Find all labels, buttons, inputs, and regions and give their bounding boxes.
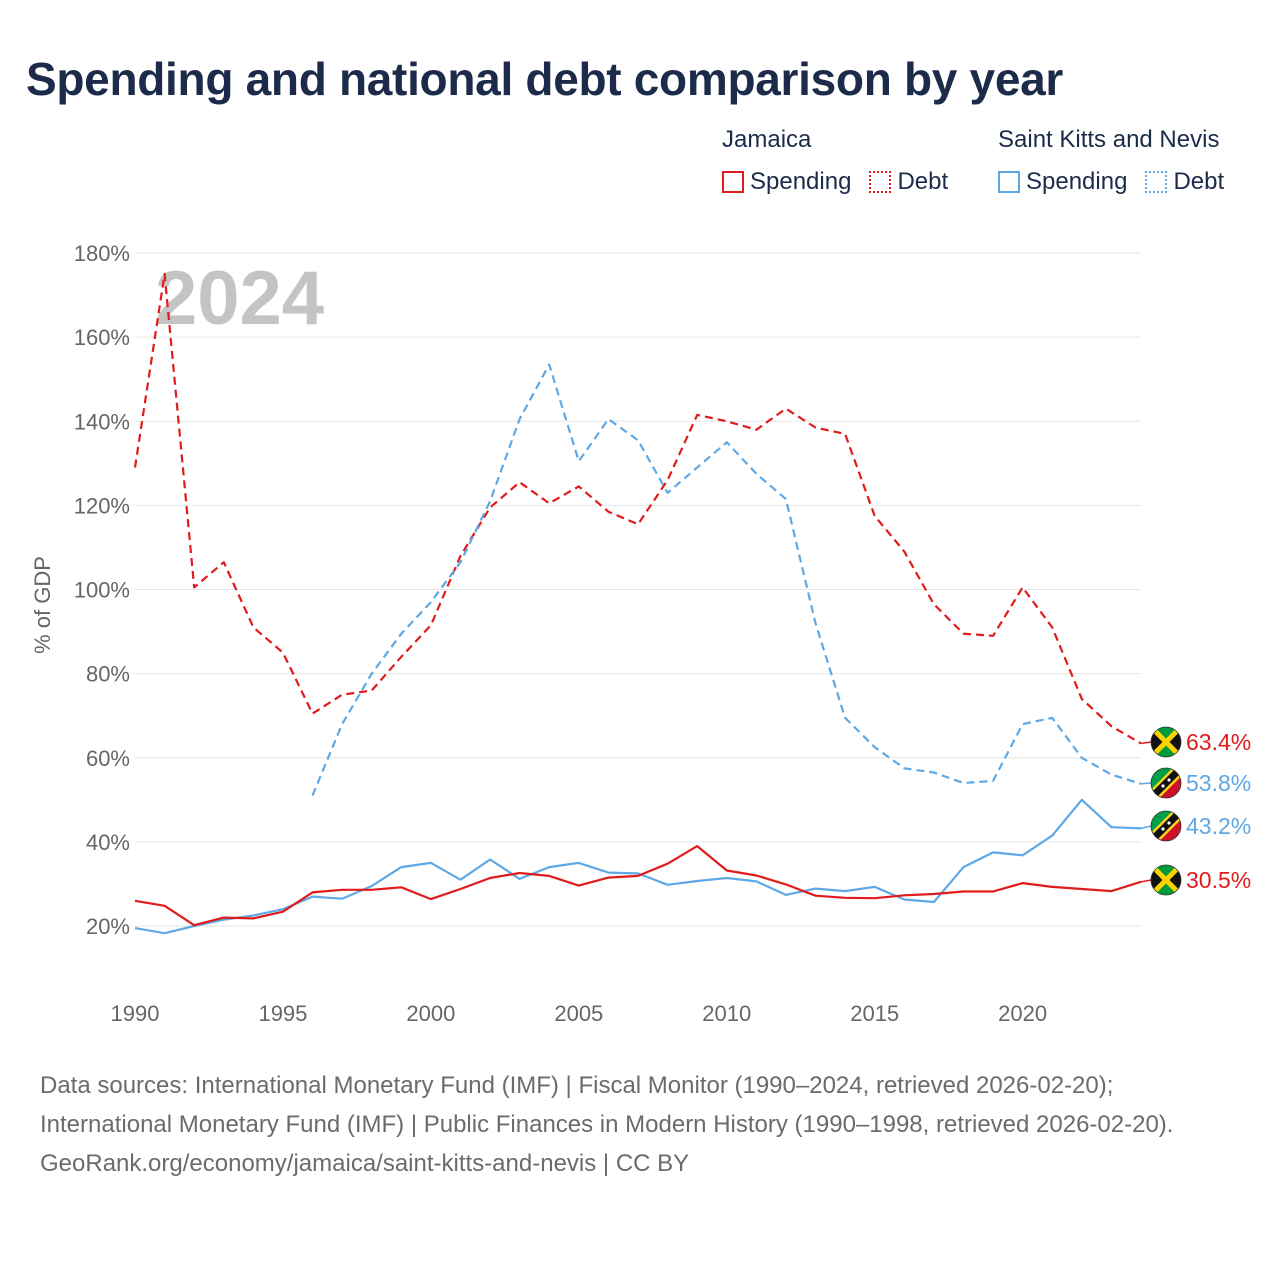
- legend-swatch-dotted: [1145, 171, 1168, 193]
- end-value-label: 53.8%: [1186, 770, 1251, 796]
- y-tick-label: 180%: [74, 241, 130, 266]
- x-tick-label: 2015: [850, 1001, 899, 1026]
- saint-kitts-flag-icon: [1151, 811, 1181, 841]
- legend-skn: Saint Kitts and Nevis Spending Debt: [998, 124, 1224, 198]
- year-watermark: 2024: [155, 256, 324, 341]
- end-connector: [1140, 741, 1152, 745]
- grid-lines: [135, 252, 1141, 927]
- y-tick-label: 20%: [86, 914, 130, 939]
- legend-skn-title: Saint Kitts and Nevis: [998, 126, 1220, 153]
- end-marker-saint-kitts-and-nevis-debt: 53.8%: [1140, 767, 1251, 799]
- end-markers: 63.4% 53.8% 43.2% 30.5%: [1140, 726, 1251, 896]
- end-connector: [1140, 879, 1152, 883]
- x-tick-label: 2020: [998, 1001, 1047, 1026]
- line-chart: 20%40%60%80%100%120%140%160%180% 1990 199…: [30, 241, 1251, 1026]
- end-marker-saint-kitts-and-nevis-spending: 43.2%: [1140, 810, 1251, 842]
- legend-jamaica-debt[interactable]: Debt: [869, 168, 948, 196]
- legend-swatch-solid: [998, 171, 1020, 193]
- y-tick-label: 160%: [74, 325, 130, 350]
- legend-skn-spending[interactable]: Spending: [998, 168, 1127, 196]
- series-line-jamaica-spending[interactable]: [134, 844, 1142, 927]
- y-tick-label: 100%: [74, 578, 130, 603]
- footer: Data sources: International Monetary Fun…: [40, 1066, 1240, 1183]
- y-tick-label: 60%: [86, 746, 130, 771]
- source-link[interactable]: GeoRank.org/economy/jamaica/saint-kitts-…: [40, 1150, 690, 1177]
- page-title: Spending and national debt comparison by…: [26, 53, 1063, 105]
- y-tick-label: 80%: [86, 662, 130, 687]
- end-connector: [1140, 782, 1152, 785]
- legend-label: Spending: [1026, 168, 1128, 195]
- x-axis-ticks: 1990 1995 2000 2005 2010 2015 2020: [111, 1001, 1048, 1026]
- x-tick-label: 2005: [554, 1001, 603, 1026]
- legend-label: Debt: [897, 168, 949, 195]
- y-tick-label: 140%: [74, 409, 130, 434]
- legend-swatch-solid: [722, 171, 744, 193]
- y-axis-label: % of GDP: [30, 556, 55, 654]
- x-tick-label: 1990: [111, 1001, 160, 1026]
- legend-jamaica: Jamaica Spending Debt: [722, 124, 948, 198]
- end-marker-jamaica-debt: 63.4%: [1140, 726, 1251, 758]
- end-value-label: 30.5%: [1186, 867, 1251, 893]
- end-value-label: 63.4%: [1186, 729, 1251, 755]
- y-axis-ticks: 20% 40% 60% 80% 100% 120% 140% 160% 180%: [74, 241, 130, 939]
- data-sources: Data sources: International Monetary Fun…: [40, 1072, 1174, 1138]
- legend-swatch-dotted: [869, 171, 892, 193]
- y-tick-label: 40%: [86, 830, 130, 855]
- y-tick-label: 120%: [74, 493, 130, 518]
- x-tick-label: 1995: [258, 1001, 307, 1026]
- series-line-saint-kitts-and-nevis-spending[interactable]: [134, 798, 1142, 935]
- legend-jamaica-title: Jamaica: [722, 126, 812, 153]
- x-tick-label: 2000: [406, 1001, 455, 1026]
- legend-label: Spending: [750, 168, 852, 195]
- saint-kitts-flag-icon: [1151, 768, 1181, 798]
- legend-skn-debt[interactable]: Debt: [1145, 168, 1224, 196]
- series-lines: [133, 272, 1142, 935]
- series-line-jamaica-debt[interactable]: [133, 272, 1142, 745]
- jamaica-flag-icon: [1151, 727, 1181, 757]
- series-line-saint-kitts-and-nevis-debt[interactable]: [311, 363, 1142, 797]
- end-connector: [1140, 825, 1152, 830]
- end-value-label: 43.2%: [1186, 813, 1251, 839]
- legend-label: Debt: [1173, 168, 1225, 195]
- x-tick-label: 2010: [702, 1001, 751, 1026]
- jamaica-flag-icon: [1151, 865, 1181, 895]
- end-marker-jamaica-spending: 30.5%: [1140, 864, 1251, 896]
- legend-jamaica-spending[interactable]: Spending: [722, 168, 851, 196]
